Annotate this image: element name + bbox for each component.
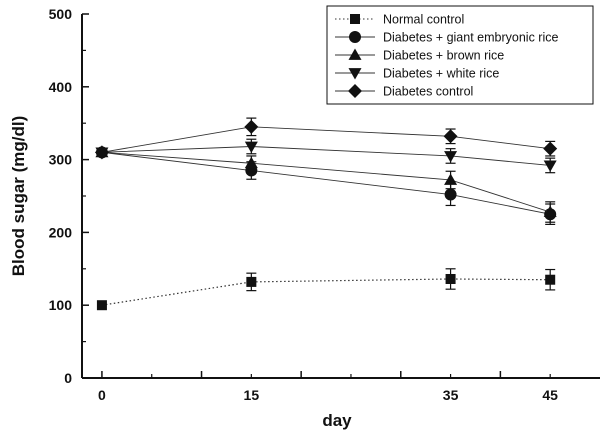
data-point — [443, 129, 458, 144]
data-point — [444, 188, 457, 201]
data-point — [246, 276, 257, 287]
y-tick-label: 200 — [49, 224, 73, 240]
x-tick-label: 45 — [542, 387, 558, 403]
series-diabetes-control — [94, 117, 558, 160]
data-point — [543, 205, 557, 217]
y-tick-label: 300 — [49, 152, 73, 168]
series-line — [101, 151, 551, 213]
data-point — [543, 141, 558, 156]
series-diabetes-giant-embryonic-rice — [95, 146, 557, 225]
data-point — [94, 145, 109, 160]
x-axis-title: day — [322, 411, 352, 430]
y-tick-label: 400 — [49, 79, 73, 95]
axes: 0 100 200 300 400 500 0 15 35 45 day Blood sugar (m… — [9, 6, 600, 430]
y-axis-title: Blood sugar (mg/dl) — [9, 116, 28, 277]
data-point — [244, 141, 258, 153]
y-tick-label: 500 — [49, 6, 73, 22]
legend-label: Diabetes + white rice — [383, 67, 499, 81]
legend-marker — [349, 31, 361, 43]
x-tick-label: 15 — [244, 387, 260, 403]
data-point — [445, 273, 456, 284]
series-diabetes-brown-rice — [95, 145, 557, 223]
legend: Normal control Diabetes + giant embryonic… — [326, 5, 594, 105]
legend-label: Diabetes + giant embryonic rice — [383, 31, 558, 45]
series-normal-control — [96, 268, 556, 311]
y-tick-label: 100 — [49, 297, 73, 313]
y-tick-label: 0 — [64, 370, 72, 386]
data-point — [96, 300, 107, 311]
data-point — [444, 151, 458, 163]
data-point — [244, 156, 258, 169]
data-point — [545, 274, 556, 285]
legend-marker — [348, 84, 362, 98]
legend-label: Diabetes control — [383, 85, 473, 99]
data-point — [444, 173, 458, 185]
x-tick-label: 35 — [443, 387, 459, 403]
series-layer — [94, 117, 558, 311]
series-line — [101, 278, 551, 306]
series-diabetes-white-rice — [95, 138, 557, 174]
x-tick-label: 0 — [98, 387, 106, 403]
legend-marker — [350, 14, 360, 24]
series-line — [101, 151, 551, 215]
legend-marker — [348, 48, 362, 60]
data-point — [543, 160, 557, 172]
legend-label: Normal control — [383, 13, 464, 27]
series-line — [101, 146, 551, 166]
series-line — [101, 126, 551, 153]
legend-marker — [348, 68, 362, 80]
legend-label: Diabetes + brown rice — [383, 49, 504, 63]
data-point — [244, 119, 259, 134]
